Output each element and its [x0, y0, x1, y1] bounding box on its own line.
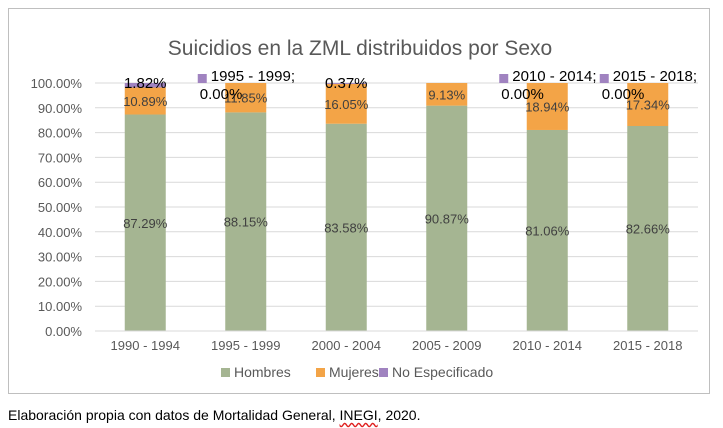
data-label-marker	[499, 74, 509, 83]
bar-segment	[225, 112, 267, 331]
data-label-mujeres: 10.89%	[123, 94, 168, 109]
legend-item: Hombres	[221, 364, 291, 380]
x-tick-label: 2005 - 2009	[412, 338, 481, 353]
data-label-mujeres: 17.34%	[626, 98, 671, 113]
y-tick-label: 80.00%	[38, 126, 83, 141]
y-tick-label: 70.00%	[38, 150, 83, 165]
legend-label: Mujeres	[329, 364, 379, 380]
y-tick-label: 100.00%	[31, 76, 83, 91]
y-tick-label: 0.00%	[45, 324, 82, 339]
data-label-hombres: 82.66%	[626, 222, 671, 237]
data-label-hombres: 90.87%	[425, 211, 470, 226]
legend-swatch	[379, 368, 388, 377]
legend: Hombres Mujeres No Especificado	[221, 364, 493, 380]
legend-item: No Especificado	[379, 364, 493, 380]
y-tick-label: 90.00%	[38, 101, 83, 116]
data-label-mujeres: 16.05%	[324, 97, 369, 112]
y-tick-label: 60.00%	[38, 175, 83, 190]
data-label-no-especificado: 1.82%	[124, 75, 167, 92]
x-tick-label: 1995 - 1999	[211, 338, 280, 353]
data-label-hombres: 81.06%	[525, 223, 570, 238]
axes: 0.00% 10.00% 20.00% 30.00% 40.00% 50.00% 60.00…	[31, 76, 698, 353]
bar-segment	[225, 83, 267, 113]
stacked-bar-chart: 87.29%10.89%1.82%88.15%11.85%1995 - 1999…	[31, 37, 698, 380]
legend-label: No Especificado	[392, 364, 493, 380]
x-tick-label: 1990 - 1994	[111, 338, 180, 353]
bar-segment	[124, 83, 166, 88]
chart-title: Suicidios en la ZML distribuidos por Sex…	[168, 37, 552, 60]
bar-segment	[325, 83, 367, 124]
data-label-mujeres: 9.13%	[428, 87, 465, 102]
data-label-hombres: 88.15%	[224, 215, 269, 230]
bar-segment	[526, 129, 568, 331]
data-label-marker	[599, 74, 609, 83]
y-tick-label: 50.00%	[38, 200, 83, 215]
bar-segment	[124, 114, 166, 331]
bar-segment	[426, 105, 468, 332]
grid-lines	[95, 82, 698, 307]
caption: Elaboración propia con datos de Mortalid…	[8, 407, 421, 423]
data-label-no-especificado: 1995 - 1999; 0.00%	[200, 68, 295, 103]
legend-swatch	[316, 368, 325, 377]
caption-end: , 2020.	[377, 407, 421, 423]
bars	[124, 83, 669, 332]
data-label-no-especificado: 2015 - 2018; 0.00%	[602, 68, 697, 103]
bar-segment	[426, 83, 468, 106]
legend-swatch	[221, 368, 230, 377]
data-label-mujeres: 18.94%	[525, 99, 570, 114]
bar-segment	[325, 83, 367, 84]
y-tick-label: 20.00%	[38, 274, 83, 289]
data-label-marker	[197, 74, 207, 83]
bar-segment	[627, 126, 669, 331]
x-tick-label: 2010 - 2014	[513, 338, 582, 353]
data-label-mujeres: 11.85%	[224, 91, 268, 106]
chart-frame: 87.29% 10.89% 1.82% 88.15% 11.85% 1995 - 1999…	[8, 8, 710, 394]
x-tick-label: 2015 - 2018	[613, 338, 682, 353]
data-label-no-especificado: 0.37%	[325, 75, 368, 92]
caption-text: Elaboración propia con datos de Mortalid…	[8, 407, 340, 423]
legend-label: Hombres	[234, 364, 291, 380]
y-tick-label: 30.00%	[38, 250, 83, 265]
bar-segment	[124, 87, 166, 115]
bar-segment	[325, 123, 367, 331]
data-label-no-especificado: 2010 - 2014; 0.00%	[501, 68, 596, 103]
data-label-hombres: 87.29%	[123, 216, 168, 231]
data-labels: 87.29% 10.89% 1.82% 88.15% 11.85%1995 - 1999…	[123, 68, 697, 238]
data-label-hombres: 83.58%	[324, 220, 369, 235]
bar-segment	[627, 83, 669, 127]
bar-segment	[526, 83, 568, 130]
x-tick-label: 2000 - 2004	[312, 338, 381, 353]
legend-item: Mujeres	[316, 364, 379, 380]
y-tick-label: 10.00%	[38, 299, 83, 314]
y-tick-label: 40.00%	[38, 225, 83, 240]
caption-source: INEGI	[339, 407, 378, 423]
